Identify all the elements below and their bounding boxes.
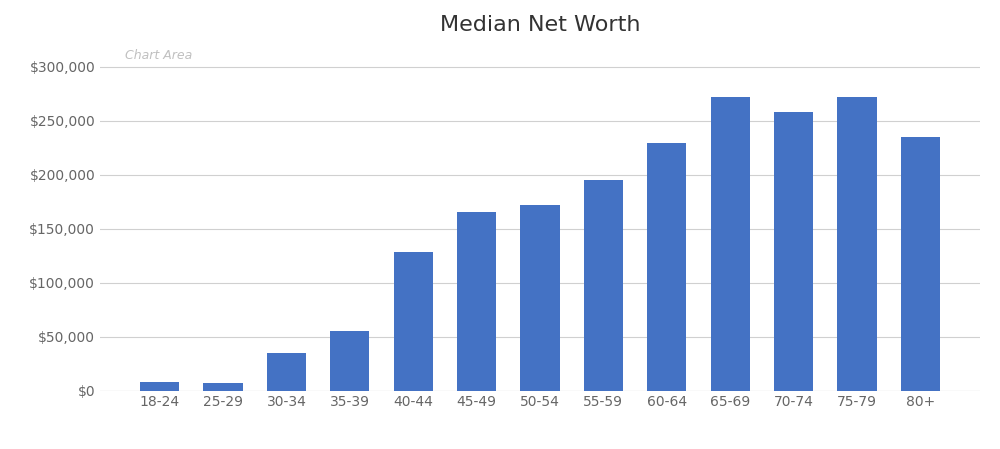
Bar — [394, 252, 433, 391]
Text: Chart Area: Chart Area — [125, 49, 192, 62]
Bar — [837, 97, 877, 391]
Bar — [267, 353, 306, 391]
Bar — [330, 331, 369, 391]
Bar — [774, 112, 813, 391]
Bar — [901, 137, 940, 391]
Bar — [520, 205, 560, 391]
Bar — [711, 97, 750, 391]
Bar — [584, 180, 623, 391]
Bar — [140, 382, 179, 391]
Bar — [457, 212, 496, 391]
Title: Median Net Worth: Median Net Worth — [440, 15, 640, 35]
Bar — [203, 383, 243, 391]
Bar — [647, 143, 686, 391]
